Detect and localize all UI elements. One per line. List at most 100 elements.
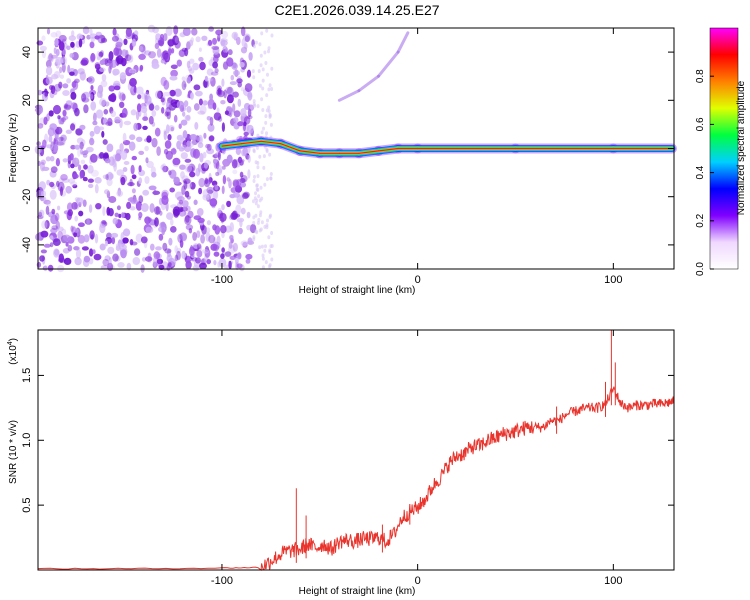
noise-blob xyxy=(256,133,260,138)
noise-blob xyxy=(268,263,272,268)
noise-blob xyxy=(265,177,269,182)
noise-blob xyxy=(233,110,241,118)
noise-blob xyxy=(217,165,223,174)
noise-blob xyxy=(212,37,217,45)
noise-blob xyxy=(196,230,201,238)
noise-blob xyxy=(109,173,114,180)
signal-track-segment xyxy=(280,143,301,152)
noise-blob xyxy=(146,160,154,169)
noise-blob xyxy=(79,141,84,150)
noise-blob xyxy=(156,48,162,58)
noise-blob xyxy=(198,98,203,106)
noise-blob xyxy=(60,136,66,146)
noise-blob xyxy=(211,45,220,51)
noise-blob xyxy=(161,163,167,173)
noise-blob xyxy=(208,234,216,244)
noise-blob xyxy=(184,158,192,163)
noise-blob xyxy=(221,30,229,39)
noise-blob xyxy=(244,83,253,93)
noise-blob xyxy=(247,169,251,179)
spectrogram-y-tick-label: 0 xyxy=(21,145,33,151)
noise-blob xyxy=(89,28,93,35)
noise-blob xyxy=(215,29,223,36)
noise-blob xyxy=(136,86,144,95)
noise-blob xyxy=(108,208,114,217)
noise-blob xyxy=(154,43,160,50)
noise-blob xyxy=(152,257,157,267)
noise-blob xyxy=(268,83,272,88)
noise-blob xyxy=(232,169,238,175)
noise-blob xyxy=(127,54,134,63)
noise-blob xyxy=(131,38,137,47)
noise-blob xyxy=(198,56,204,62)
noise-blob xyxy=(123,161,130,165)
noise-blob xyxy=(144,50,152,56)
noise-blob xyxy=(225,86,233,94)
noise-blob xyxy=(38,211,43,218)
noise-blob xyxy=(145,226,152,233)
noise-blob xyxy=(206,220,211,226)
noise-blob xyxy=(207,39,213,46)
noise-blob xyxy=(258,198,262,203)
noise-blob xyxy=(113,85,121,91)
noise-blob xyxy=(102,206,106,217)
noise-blob xyxy=(208,26,215,32)
noise-blob xyxy=(129,178,133,187)
noise-blob xyxy=(230,212,237,220)
noise-blob xyxy=(201,225,208,235)
noise-blob xyxy=(50,85,56,94)
noise-blob xyxy=(138,150,145,155)
noise-blob xyxy=(228,260,232,270)
noise-blob xyxy=(217,168,223,176)
noise-blob xyxy=(58,34,67,43)
noise-blob xyxy=(76,33,83,40)
noise-blob xyxy=(104,189,110,195)
noise-blob xyxy=(188,163,196,173)
snr-frame xyxy=(37,329,675,571)
noise-blob xyxy=(256,165,260,170)
noise-blob xyxy=(192,264,200,272)
noise-blob xyxy=(206,186,214,194)
noise-blob xyxy=(196,249,203,258)
noise-blob xyxy=(262,154,266,159)
signal-track-segment xyxy=(377,147,399,152)
noise-blob xyxy=(79,124,86,130)
noise-blob xyxy=(256,174,260,179)
noise-blob xyxy=(228,178,232,189)
snr-y-tick-label: 1.5 xyxy=(21,368,33,383)
noise-blob xyxy=(41,220,48,229)
noise-blob xyxy=(207,105,214,110)
noise-blob xyxy=(198,187,203,195)
noise-blob xyxy=(140,105,148,114)
noise-blob xyxy=(220,253,225,259)
noise-blob xyxy=(267,105,271,110)
noise-blob xyxy=(94,177,102,184)
secondary-track-segment xyxy=(357,74,381,93)
noise-blob xyxy=(258,42,262,47)
noise-blob xyxy=(105,121,113,126)
noise-blob xyxy=(92,120,98,126)
noise-blob xyxy=(97,126,105,131)
noise-blob xyxy=(81,246,89,251)
noise-blob xyxy=(199,61,206,71)
noise-blob xyxy=(241,38,247,48)
snr-series-line xyxy=(37,386,675,571)
noise-blob xyxy=(36,261,42,268)
noise-blob xyxy=(36,141,41,146)
noise-blob xyxy=(110,110,117,118)
noise-blob xyxy=(268,215,272,219)
noise-blob xyxy=(141,92,146,100)
noise-blob xyxy=(172,206,181,217)
noise-blob xyxy=(111,35,119,42)
noise-blob xyxy=(80,159,86,165)
noise-blob xyxy=(239,182,247,188)
noise-blob xyxy=(193,199,198,206)
noise-blob xyxy=(134,248,141,256)
noise-blob xyxy=(95,203,102,210)
noise-blob xyxy=(39,255,45,262)
noise-blob xyxy=(222,175,227,185)
noise-blob xyxy=(77,147,81,157)
noise-blob xyxy=(184,47,189,57)
noise-blob xyxy=(101,130,105,138)
noise-blob xyxy=(186,165,194,173)
